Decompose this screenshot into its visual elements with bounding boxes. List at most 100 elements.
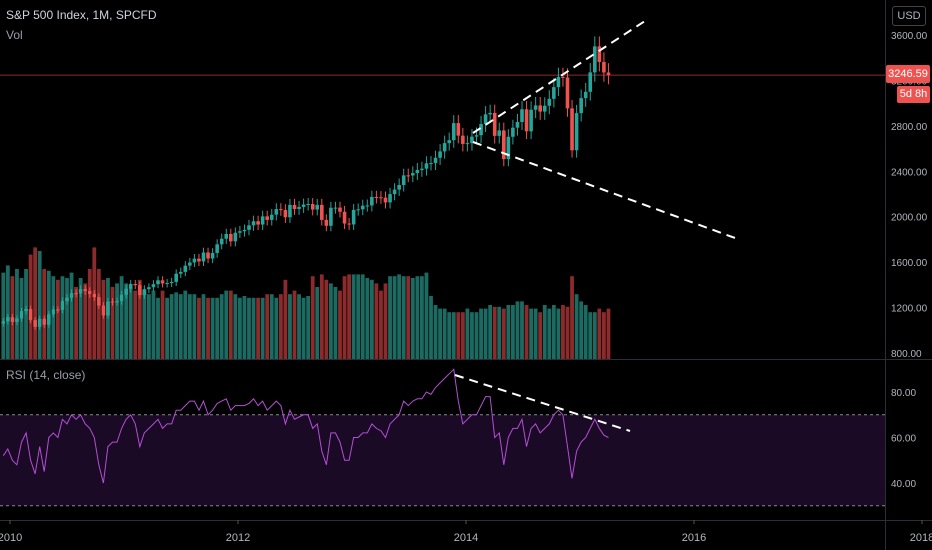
volume-bar [515,301,520,359]
candle-body [579,98,583,114]
candle-body [47,314,51,325]
volume-bar [379,290,383,359]
candle-body [260,216,265,225]
candle-body [415,169,420,174]
candle-body [151,284,156,288]
volume-bar [538,312,543,359]
volume-bar [319,274,324,359]
candle-body [552,87,556,99]
volume-bar [306,296,311,359]
time-tick-label: 2018 [910,532,932,544]
candle-body [574,113,579,151]
chart-title: S&P 500 Index, 1M, SPCFD [6,8,157,22]
candle-body [147,287,151,290]
candle-body [360,205,365,210]
candle-body [588,72,593,92]
candle-body [479,124,483,136]
rsi-tick-label: 40.00 [891,479,916,490]
candle-body [397,185,401,190]
price-tick-label: 2400.00 [891,167,928,178]
volume-bar [369,279,374,359]
currency-button[interactable]: USD [892,6,926,26]
candle-body [37,318,42,327]
candle-body [101,305,106,316]
volume-bar [137,279,142,359]
volume-bar [465,308,470,359]
candle-body [292,204,297,209]
price-tick-label: 2000.00 [891,213,928,224]
volume-bar [197,297,201,359]
volume-bar [247,297,251,359]
candle-body [197,258,201,262]
volume-bar [415,276,420,359]
candle-body [315,204,320,210]
volume-bar [583,305,588,359]
candle-body [488,112,492,115]
candle-body [229,233,233,242]
volume-bar [397,274,402,359]
candle-body [411,173,415,176]
price-tick-label: 1600.00 [891,258,928,269]
candle-body [374,196,379,198]
candle-body [401,175,406,186]
candle-body [128,283,133,289]
volume-bar [383,283,388,359]
volume-bar [169,294,174,359]
volume-bar [274,297,279,359]
volume-bar [479,308,483,359]
volume-bar [219,294,224,359]
volume-bar [424,272,429,359]
candle-body [297,206,301,209]
volume-bar [260,297,265,359]
candle-body [538,105,542,112]
volume-bar [501,308,506,359]
candle-body [492,112,497,136]
candle-body [174,273,178,282]
candle-body [110,301,115,303]
volume-bar [488,305,493,359]
candle-body [192,258,197,263]
trendlines [454,20,736,432]
volume-bar [570,276,574,359]
volume-bar [470,312,474,359]
volume-bar [360,274,365,359]
candle-body [156,280,160,285]
volume-bar [310,276,315,359]
candle-body [1,321,6,324]
volume-bars [1,247,611,359]
volume-bar [506,305,511,359]
volume-bar [456,312,461,359]
candle-body [333,207,338,209]
volume-bar [288,294,292,359]
volume-bar [5,265,10,359]
volume-bar [511,305,515,359]
candle-body [279,209,283,211]
volume-bar [278,294,283,359]
candle-body [379,197,383,199]
volume-bar [238,297,242,359]
volume-bar [1,272,6,359]
volume-bar [447,312,452,359]
volume-bar [42,269,47,359]
candle-body [392,189,397,195]
candle-body [424,163,429,169]
candle-body [597,46,602,62]
candle-body [65,297,69,302]
candle-body [142,289,147,296]
volume-label: Vol [6,28,23,42]
candle-body [201,252,206,262]
volume-bar [551,305,556,359]
volume-bar [78,278,83,359]
volume-bar [160,290,165,359]
candle-body [124,288,128,295]
candle-body [283,210,288,218]
candle-body [520,109,524,122]
candle-body [561,76,565,78]
candle-body [138,285,142,296]
volume-bar [283,279,288,359]
volume-bar [201,294,206,359]
volume-bar [451,312,456,359]
candle-body [565,77,570,109]
candle-body [215,244,219,253]
